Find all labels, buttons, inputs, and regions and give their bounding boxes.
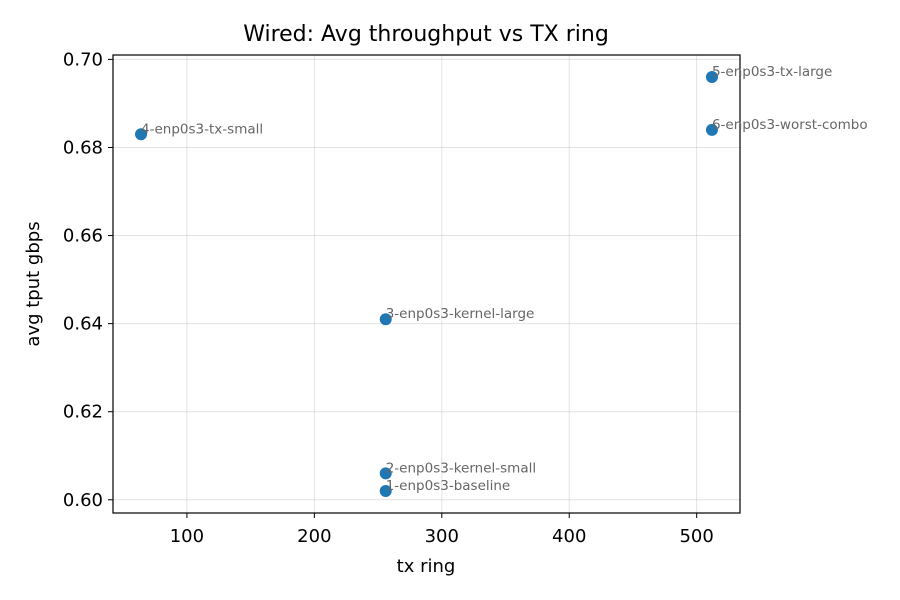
point-labels: 1-enp0s3-baseline 2-enp0s3-kernel-small 3-… xyxy=(141,64,868,494)
x-tick-label: 400 xyxy=(552,526,586,547)
point-label: 3-enp0s3-kernel-large xyxy=(386,306,535,322)
x-tick-label: 100 xyxy=(170,526,204,547)
data-point xyxy=(379,484,392,497)
y-tick-label: 0.70 xyxy=(63,49,103,70)
data-point xyxy=(135,128,148,141)
chart-title: Wired: Avg throughput vs TX ring xyxy=(243,22,609,47)
x-axis-label: tx ring xyxy=(397,556,456,577)
point-label: 6-enp0s3-worst-combo xyxy=(712,117,868,133)
axes: 100 200 300 400 500 0.60 0.62 0.64 0.66 0.68 0.70 xyxy=(63,49,741,547)
point-label: 4-enp0s3-tx-small xyxy=(141,121,263,137)
data-point xyxy=(705,71,718,84)
grid xyxy=(113,55,740,513)
y-tick-label: 0.60 xyxy=(63,490,103,511)
y-tick-label: 0.68 xyxy=(63,137,103,158)
data-point xyxy=(379,313,392,326)
data-point xyxy=(705,123,718,136)
point-label: 1-enp0s3-baseline xyxy=(386,478,511,494)
data-point xyxy=(379,467,392,480)
x-tick-label: 300 xyxy=(425,526,459,547)
x-tick-label: 500 xyxy=(679,526,713,547)
x-tick-label: 200 xyxy=(297,526,331,547)
y-axis-label: avg tput gbps xyxy=(23,221,44,346)
point-label: 2-enp0s3-kernel-small xyxy=(386,460,536,476)
point-label: 5-enp0s3-tx-large xyxy=(712,64,832,80)
y-tick-label: 0.62 xyxy=(63,402,103,423)
y-tick-label: 0.66 xyxy=(63,226,103,247)
plot-frame xyxy=(112,54,741,514)
data-points xyxy=(135,71,718,497)
y-tick-label: 0.64 xyxy=(63,314,103,335)
